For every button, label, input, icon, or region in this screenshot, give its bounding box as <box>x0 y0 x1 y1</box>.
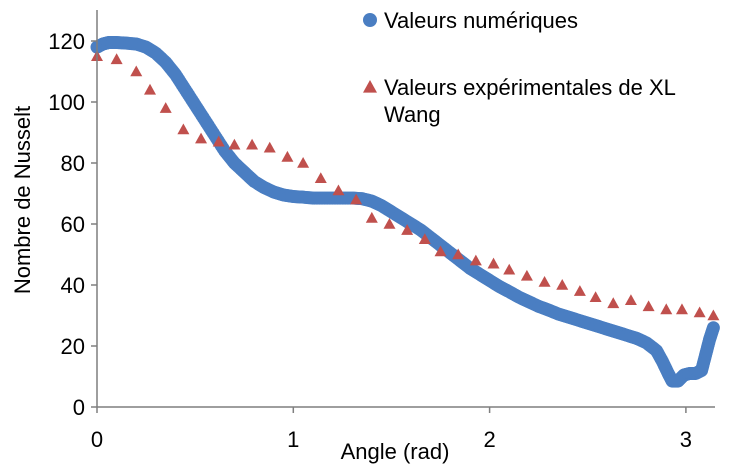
experimental-point <box>520 269 533 281</box>
x-tick-label: 0 <box>91 427 103 452</box>
series-experimental-points <box>91 50 720 321</box>
legend-label-experimental-line1: Valeurs expérimentales de XL <box>384 75 676 100</box>
experimental-point <box>350 193 363 205</box>
legend-label-numeric: Valeurs numériques <box>384 8 578 33</box>
experimental-point <box>660 303 673 315</box>
experimental-point <box>401 224 414 235</box>
y-tick-label: 0 <box>73 395 85 420</box>
experimental-point <box>693 306 706 318</box>
experimental-point <box>177 123 190 135</box>
experimental-point <box>314 172 327 184</box>
experimental-point <box>195 132 208 144</box>
y-tick-label: 60 <box>61 212 85 237</box>
experimental-point <box>675 303 688 315</box>
experimental-point <box>434 245 447 257</box>
experimental-point <box>297 157 310 168</box>
experimental-point <box>263 141 276 153</box>
experimental-point <box>573 285 586 296</box>
experimental-point <box>487 257 500 269</box>
legend-marker-experimental <box>363 80 377 93</box>
experimental-point <box>246 138 259 150</box>
series-numeric-points <box>90 36 720 388</box>
legend-label-experimental: Valeurs expérimentales de XL Wang <box>384 75 676 127</box>
legend-marker-numeric <box>363 13 377 27</box>
experimental-point <box>538 275 551 287</box>
experimental-point <box>589 291 602 302</box>
experimental-point <box>607 297 620 309</box>
experimental-point <box>418 233 431 245</box>
axes <box>91 10 715 413</box>
numeric-point <box>706 321 720 335</box>
experimental-point <box>365 211 378 223</box>
tick-labels: 0 20 40 60 80 100 120 0 1 2 3 <box>48 29 692 452</box>
experimental-point <box>556 279 569 290</box>
experimental-point <box>144 83 157 95</box>
experimental-point <box>707 309 720 321</box>
experimental-point <box>228 138 241 150</box>
y-axis-title: Nombre de Nusselt <box>10 106 35 294</box>
y-tick-label: 120 <box>48 29 85 54</box>
y-tick-label: 80 <box>61 151 85 176</box>
experimental-point <box>332 184 345 196</box>
experimental-point <box>452 248 465 260</box>
experimental-point <box>642 300 655 312</box>
y-tick-label: 100 <box>48 90 85 115</box>
experimental-point <box>469 254 482 266</box>
experimental-point <box>159 102 172 113</box>
experimental-point <box>503 263 516 275</box>
experimental-point <box>130 65 143 77</box>
legend: Valeurs numériques Valeurs expérimentales… <box>363 8 676 127</box>
x-tick-label: 3 <box>680 427 692 452</box>
x-tick-label: 2 <box>483 427 495 452</box>
experimental-point <box>281 150 294 162</box>
x-tick-label: 1 <box>287 427 299 452</box>
experimental-point <box>110 53 123 65</box>
experimental-point <box>212 135 225 147</box>
y-tick-label: 20 <box>61 334 85 359</box>
experimental-point <box>624 294 637 306</box>
x-axis-title: Angle (rad) <box>341 439 450 464</box>
legend-label-experimental-line2: Wang <box>384 102 441 127</box>
experimental-point <box>383 218 396 229</box>
y-tick-label: 40 <box>61 273 85 298</box>
